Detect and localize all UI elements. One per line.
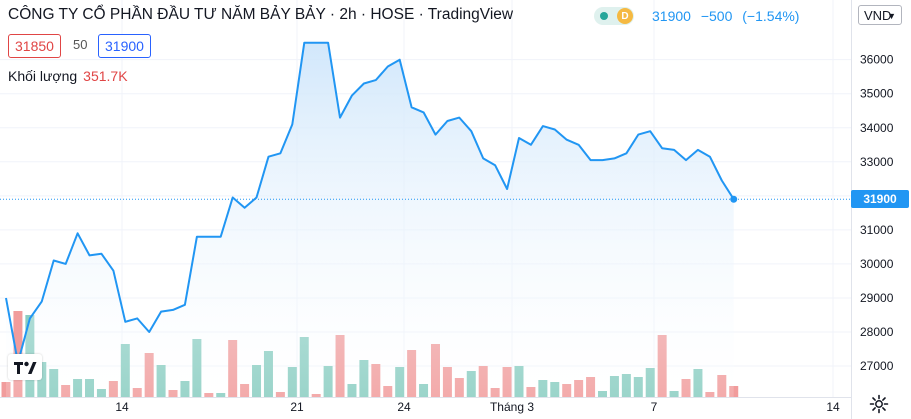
price-tick-label: 34000 [860,121,894,135]
time-tick-label: 21 [290,400,304,414]
volume-legend: Khối lượng 351.7K [8,68,128,84]
time-tick-label: Tháng 3 [490,400,534,414]
last-price-label: 31900 [851,190,909,209]
last-price: 31900 [652,8,691,24]
volume-label: Khối lượng [8,68,78,84]
lot-size: 50 [73,37,88,52]
volume-value: 351.7K [83,68,128,84]
price-tick-label: 36000 [860,53,894,67]
price-tick-label: 35000 [860,87,894,101]
last-price-marker [730,195,738,203]
symbol-title: CÔNG TY CỔ PHẦN ĐẦU TƯ NĂM BẢY BẢY · 2h … [8,6,514,23]
price-tick-label: 28000 [860,325,894,339]
price-area-fill [6,42,734,397]
price-axis[interactable]: 2700028000290003000031000320003300034000… [851,0,894,419]
tradingview-logo[interactable] [8,354,42,380]
price-tick-label: 30000 [860,257,894,271]
time-tick-label: 24 [397,400,411,414]
price-tick-label: 33000 [860,155,894,169]
currency-select[interactable]: VND ▼ [858,5,902,25]
price-change-percent: (−1.54%) [742,8,800,24]
chart-legend: CÔNG TY CỔ PHẦN ĐẦU TƯ NĂM BẢY BẢY · 2h … [8,6,513,24]
market-open-dot-icon [600,12,608,20]
tradingview-logo-icon [14,361,37,374]
price-line [5,41,735,364]
price-change: −500 [700,8,733,24]
time-tick-label: 14 [826,400,840,414]
gear-icon[interactable] [869,394,889,414]
sell-button[interactable]: 31850 [8,34,61,58]
buy-button[interactable]: 31900 [98,34,151,58]
delayed-data-badge: D [617,8,633,24]
chevron-down-icon: ▼ [887,11,896,21]
market-status[interactable]: D [594,7,634,25]
time-tick-label: 14 [115,400,129,414]
last-quote: 31900 −500 (−1.54%) [652,8,805,24]
price-tick-label: 31000 [860,223,894,237]
price-tick-label: 29000 [860,291,894,305]
time-axis[interactable]: 14 21 24 Tháng 3 7 14 [0,397,851,415]
currency-value: VND [864,8,892,23]
volume-bar [729,386,739,397]
price-area [0,41,851,397]
time-tick-label: 7 [651,400,658,414]
price-tick-label: 27000 [860,359,894,373]
